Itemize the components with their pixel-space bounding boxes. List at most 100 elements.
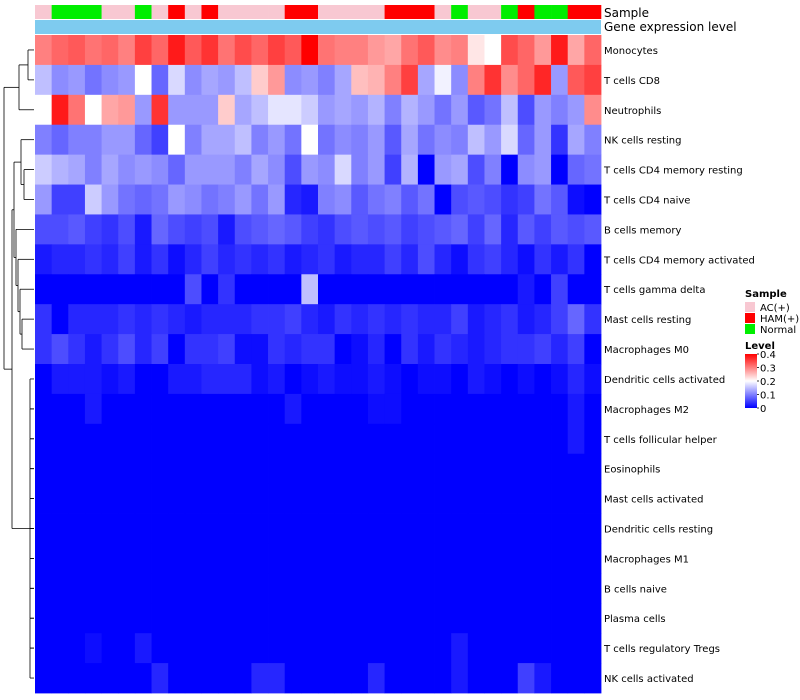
heatmap-cell: [35, 154, 53, 185]
heatmap-cell: [301, 64, 319, 96]
heatmap-cell: [584, 364, 602, 395]
heatmap-cell: [234, 573, 252, 604]
heatmap-cell: [417, 393, 435, 425]
row-label: Monocytes: [604, 46, 658, 57]
sample-annotation-cell: [51, 5, 69, 19]
heatmap-cell: [318, 334, 336, 365]
heatmap-cell: [201, 483, 219, 514]
heatmap-cell: [101, 214, 119, 245]
heatmap-cell: [251, 64, 269, 96]
heatmap-cell: [151, 35, 169, 66]
heatmap-cell: [134, 573, 152, 604]
heatmap-cell: [134, 214, 152, 245]
heatmap-cell: [551, 364, 569, 395]
heatmap-cell: [318, 35, 336, 66]
heatmap-cell: [467, 513, 485, 544]
heatmap-cell: [268, 184, 286, 215]
heatmap-cell: [517, 184, 535, 215]
heatmap-cell: [201, 633, 219, 664]
heatmap-cell: [268, 543, 286, 574]
heatmap-cell: [84, 124, 102, 156]
heatmap-cell: [334, 364, 352, 395]
heatmap-cell: [234, 244, 252, 275]
heatmap-cell: [334, 663, 352, 694]
sample-annotation-cell: [351, 5, 369, 19]
heatmap-cell: [234, 663, 252, 694]
heatmap-cell: [68, 633, 86, 664]
heatmap-cell: [35, 124, 53, 156]
heatmap-cell: [417, 244, 435, 275]
heatmap-cell: [151, 304, 169, 335]
heatmap-cell: [35, 393, 53, 425]
heatmap-cell: [218, 244, 236, 275]
heatmap-cell: [151, 543, 169, 574]
heatmap-cell: [567, 244, 585, 275]
heatmap-cell: [467, 244, 485, 275]
heatmap-cell: [268, 124, 286, 156]
heatmap-cell: [218, 124, 236, 156]
heatmap-cell: [318, 244, 336, 275]
legend-tick-label: 0.2: [760, 377, 776, 388]
heatmap-cell: [218, 214, 236, 245]
heatmap-cell: [517, 154, 535, 185]
heatmap-cell: [68, 513, 86, 544]
heatmap-cell: [367, 603, 385, 634]
heatmap-cell: [551, 423, 569, 455]
heatmap-cell: [84, 364, 102, 395]
heatmap-cell: [401, 64, 419, 96]
sample-annotation-cell: [301, 5, 319, 19]
heatmap-cell: [334, 214, 352, 245]
heatmap-cell: [68, 214, 86, 245]
heatmap-cell: [401, 124, 419, 156]
heatmap-cell: [467, 94, 485, 126]
heatmap-cell: [51, 633, 69, 664]
heatmap-cell: [284, 513, 302, 544]
heatmap-cell: [134, 35, 152, 66]
heatmap-cell: [201, 214, 219, 245]
heatmap-cell: [118, 244, 136, 275]
sample-annotation-cell: [484, 5, 502, 19]
heatmap-cell: [434, 483, 452, 514]
heatmap-cell: [134, 304, 152, 335]
sample-annotation-cell: [151, 5, 169, 19]
heatmap-cell: [168, 603, 186, 634]
heatmap-cell: [401, 483, 419, 514]
heatmap-cell: [417, 154, 435, 185]
heatmap-cell: [251, 274, 269, 305]
row-label: T cells gamma delta: [603, 285, 705, 296]
heatmap-cell: [301, 154, 319, 185]
heatmap-cell: [284, 35, 302, 66]
heatmap-cell: [334, 603, 352, 634]
sample-annotation-cell: [35, 5, 52, 19]
heatmap-cell: [184, 214, 202, 245]
heatmap-cell: [417, 603, 435, 634]
heatmap-cell: [201, 603, 219, 634]
heatmap-cell: [351, 304, 369, 335]
heatmap-cell: [151, 364, 169, 395]
heatmap-cell: [334, 124, 352, 156]
heatmap-cell: [234, 453, 252, 485]
heatmap-cell: [35, 663, 53, 694]
heatmap-cell: [234, 364, 252, 395]
heatmap-cell: [151, 423, 169, 455]
heatmap-cell: [101, 423, 119, 455]
heatmap-cell: [501, 483, 519, 514]
heatmap-cell: [534, 184, 552, 215]
heatmap-cell: [184, 423, 202, 455]
heatmap-cell: [401, 35, 419, 66]
heatmap-cell: [268, 244, 286, 275]
heatmap-cell: [151, 483, 169, 514]
heatmap-cell: [351, 423, 369, 455]
heatmap-cell: [434, 573, 452, 604]
heatmap-cell: [434, 423, 452, 455]
heatmap-cell: [301, 35, 319, 66]
heatmap-cell: [434, 663, 452, 694]
heatmap-cell: [101, 393, 119, 425]
heatmap-cell: [551, 513, 569, 544]
heatmap-cell: [417, 35, 435, 66]
heatmap-cell: [351, 244, 369, 275]
heatmap-cell: [351, 334, 369, 365]
sample-annotation-label: Sample: [604, 6, 649, 20]
heatmap-cell: [484, 184, 502, 215]
heatmap-cell: [534, 603, 552, 634]
